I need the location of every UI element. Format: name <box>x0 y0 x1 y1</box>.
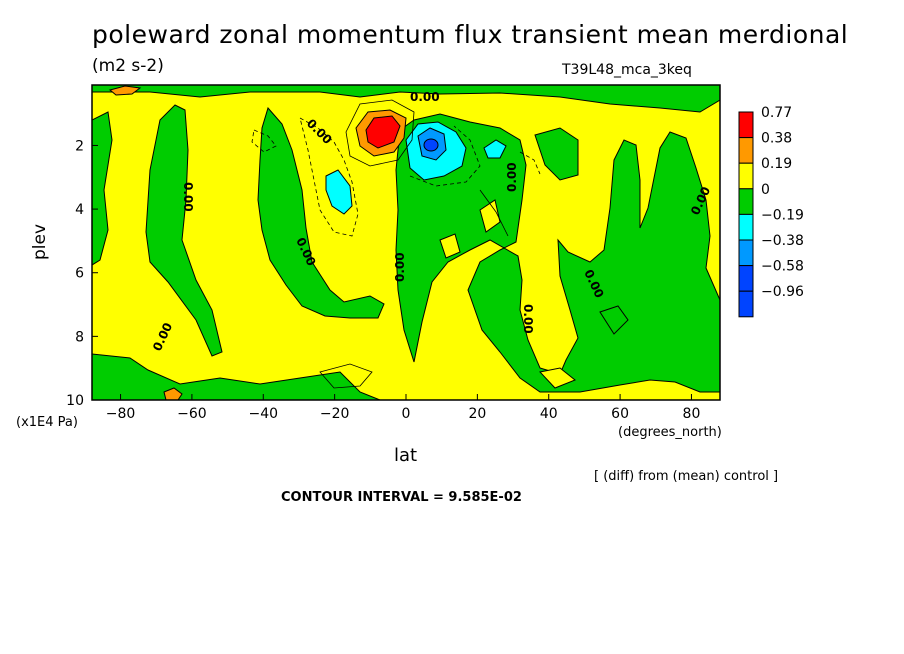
deep-blue-minimum <box>423 138 439 152</box>
y-tick-label: 10 <box>66 393 84 409</box>
colorbar-label: 0.38 <box>761 131 792 147</box>
y-tick-label: 6 <box>75 266 84 282</box>
colorbar-swatch <box>738 188 754 215</box>
chart-units: (m2 s-2) <box>92 56 164 76</box>
colorbar-label: −0.96 <box>761 284 804 300</box>
x-axis: −80 −60 −40 −20 0 20 40 60 80 <box>106 394 701 422</box>
colorbar-swatch <box>738 239 754 267</box>
colorbar-swatch <box>738 111 754 139</box>
y-tick-label: 4 <box>75 202 84 218</box>
x-tick-label: −20 <box>320 406 350 422</box>
positive-contours <box>319 99 509 389</box>
colorbar-swatch <box>738 265 754 292</box>
colorbar-legend: 0.77 0.38 0.19 0 −0.19 −0.38 −0.58 −0.96 <box>738 105 804 318</box>
contour-label: 0.00 <box>393 252 407 282</box>
x-tick-label: −60 <box>177 406 207 422</box>
y-axis: 2 4 6 8 10 <box>66 138 98 409</box>
y-tick-label: 2 <box>75 138 84 154</box>
colorbar-swatch <box>738 213 754 241</box>
green-regions <box>92 85 720 400</box>
yellow-islands <box>439 199 576 389</box>
colorbar-label: 0.19 <box>761 156 792 172</box>
colorbar-swatch <box>738 137 754 164</box>
contour-label: 0.00 <box>505 162 519 192</box>
contour-interval: CONTOUR INTERVAL = 9.585E-02 <box>281 490 522 505</box>
colorbar-swatch <box>738 162 754 190</box>
colorbar-swatch <box>738 290 754 318</box>
y-axis-label: plev <box>30 223 50 260</box>
colorbar-label: 0 <box>761 182 770 198</box>
x-tick-label: 60 <box>611 406 629 422</box>
chart-title: poleward zonal momentum flux transient m… <box>92 20 849 49</box>
x-tick-label: −80 <box>106 406 136 422</box>
colorbar-label: −0.58 <box>761 259 804 275</box>
contour-label: 0.00 <box>181 182 195 212</box>
x-tick-label: 40 <box>540 406 558 422</box>
x-axis-label: lat <box>394 445 418 466</box>
x-tick-label: 20 <box>468 406 486 422</box>
contour-field <box>92 85 720 400</box>
colorbar-label: 0.77 <box>761 105 792 121</box>
contour-label: 0.00 <box>410 90 440 104</box>
x-tick-label: −40 <box>248 406 278 422</box>
colorbar-label: −0.19 <box>761 207 804 223</box>
x-axis-unit: (degrees_north) <box>618 425 722 440</box>
experiment-label: T39L48_mca_3keq <box>562 62 692 78</box>
contour-label: 0.00 <box>521 304 535 334</box>
x-tick-label: 0 <box>402 406 411 422</box>
negative-contours <box>251 117 541 237</box>
positive-maximum <box>108 85 407 400</box>
diff-note: [ (diff) from (mean) control ] <box>594 469 779 484</box>
colorbar-label: −0.38 <box>761 233 804 249</box>
x-tick-label: 80 <box>683 406 701 422</box>
y-tick-label: 8 <box>75 329 84 345</box>
y-axis-unit: (x1E4 Pa) <box>16 415 78 430</box>
